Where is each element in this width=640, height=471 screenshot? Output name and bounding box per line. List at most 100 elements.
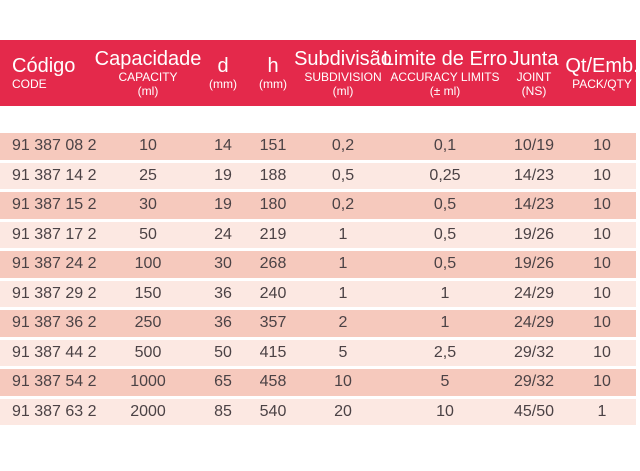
- table-cell: 0,2: [331, 137, 355, 154]
- table-cell: 91 387 29 2: [12, 284, 97, 302]
- table-cell: 10: [593, 166, 611, 184]
- column-header-subdivision: Subdivisão SUBDIVISION (ml): [294, 40, 392, 106]
- table-cell: 1: [338, 225, 348, 243]
- table-cell: 500: [134, 343, 162, 361]
- table-cell: 540: [259, 402, 287, 420]
- table-cell: 91 387 17 2: [12, 225, 97, 243]
- spec-table: Código CODE Capacidade CAPACITY (ml) d (…: [0, 40, 639, 428]
- table-cell: 24/29: [513, 314, 555, 331]
- table-cell: 10: [593, 137, 611, 154]
- table-cell: 0,5: [331, 166, 355, 184]
- table-cell: 29/32: [513, 343, 555, 361]
- table-row: 91 387 14 2 25 19 188 0,5 0,25 14/23 10: [0, 162, 636, 189]
- table-cell: 19: [214, 196, 232, 213]
- column-header-joint: Junta JOINT (NS): [500, 40, 568, 106]
- table-cell: 268: [259, 255, 287, 272]
- table-cell: 50: [139, 225, 157, 243]
- table-cell: 2,5: [433, 343, 457, 361]
- table-cell: 180: [259, 196, 287, 213]
- column-unit: (mm): [209, 76, 237, 91]
- table-cell: 24/29: [513, 284, 555, 302]
- table-row: 91 387 36 2 250 36 357 2 1 24/29 10: [0, 310, 636, 337]
- table-cell: 357: [259, 314, 287, 331]
- column-unit: (ml): [137, 84, 159, 98]
- table-row: 91 387 54 2 1000 65 458 10 5 29/32 10: [0, 369, 636, 396]
- table-cell: 10: [334, 373, 352, 390]
- table-cell: 2: [338, 314, 348, 331]
- table-cell: 150: [134, 284, 162, 302]
- column-header-height: h (mm): [250, 40, 296, 106]
- table-cell: 151: [259, 137, 287, 154]
- table-cell: 458: [259, 373, 287, 390]
- table-cell: 91 387 08 2: [12, 137, 97, 154]
- column-subtitle: CAPACITY: [118, 69, 178, 84]
- table-cell: 250: [134, 314, 162, 331]
- table-cell: 19/26: [513, 255, 555, 272]
- table-cell: 14/23: [513, 166, 555, 184]
- table-cell: 91 387 36 2: [12, 314, 97, 331]
- table-cell: 1: [338, 255, 348, 272]
- column-header-pack-qty: Qt/Emb. PACK/QTY: [565, 40, 639, 106]
- column-title: Qt/Emb.: [565, 54, 639, 77]
- table-cell: 50: [214, 343, 232, 361]
- column-title: Limite de Erro: [382, 47, 508, 70]
- table-cell: 10: [593, 225, 611, 243]
- table-cell: 65: [214, 373, 232, 390]
- table-cell: 91 387 54 2: [12, 373, 97, 390]
- column-subtitle: PACK/QTY: [572, 76, 632, 91]
- column-title: d: [217, 54, 229, 77]
- table-cell: 1: [440, 314, 450, 331]
- table-cell: 0,5: [433, 196, 457, 213]
- column-subtitle: JOINT: [516, 69, 552, 84]
- table-cell: 240: [259, 284, 287, 302]
- table-row: 91 387 63 2 2000 85 540 20 10 45/50 1: [0, 398, 636, 425]
- table-cell: 14: [214, 137, 232, 154]
- table-cell: 10: [436, 402, 454, 420]
- table-cell: 45/50: [513, 402, 555, 420]
- table-cell: 19/26: [513, 225, 555, 243]
- column-unit: (ml): [332, 84, 354, 98]
- column-header-capacity: Capacidade CAPACITY (ml): [95, 40, 202, 106]
- table-cell: 2000: [130, 402, 166, 420]
- table-cell: 1000: [130, 373, 166, 390]
- table-cell: 100: [134, 255, 162, 272]
- table-cell: 5: [338, 343, 348, 361]
- table-cell: 1: [440, 284, 450, 302]
- table-row: 91 387 29 2 150 36 240 1 1 24/29 10: [0, 280, 636, 307]
- column-unit: (± ml): [429, 84, 461, 98]
- table-cell: 91 387 14 2: [12, 166, 97, 184]
- table-row: 91 387 44 2 500 50 415 5 2,5 29/32 10: [0, 339, 636, 366]
- table-cell: 29/32: [513, 373, 555, 390]
- table-cell: 0,2: [331, 196, 355, 213]
- table-cell: 25: [139, 166, 157, 184]
- table-cell: 1: [597, 402, 607, 420]
- table-body: 91 387 08 2 10 14 151 0,2 0,1 10/19 10 91 387 14…: [0, 133, 636, 425]
- table-cell: 0,5: [433, 225, 457, 243]
- column-header-accuracy-limits: Limite de Erro ACCURACY LIMITS (± ml): [383, 40, 508, 106]
- table-cell: 91 387 15 2: [12, 196, 97, 213]
- table-cell: 85: [214, 402, 232, 420]
- table-cell: 24: [214, 225, 232, 243]
- table-cell: 14/23: [513, 196, 555, 213]
- table-row: 91 387 17 2 50 24 219 1 0,5 19/26 10: [0, 221, 636, 248]
- table-cell: 10: [593, 373, 611, 390]
- column-subtitle: ACCURACY LIMITS: [390, 69, 500, 84]
- table-cell: 5: [440, 373, 450, 390]
- column-unit: (mm): [259, 76, 287, 91]
- table-row: 91 387 08 2 10 14 151 0,2 0,1 10/19 10: [0, 133, 636, 160]
- table-cell: 10: [593, 255, 611, 272]
- table-cell: 0,25: [429, 166, 461, 184]
- table-cell: 30: [139, 196, 157, 213]
- table-cell: 91 387 24 2: [12, 255, 97, 272]
- table-cell: 10: [593, 284, 611, 302]
- column-unit: (NS): [521, 84, 547, 98]
- column-header-diameter: d (mm): [196, 40, 250, 106]
- table-cell: 10: [593, 314, 611, 331]
- table-cell: 36: [214, 314, 232, 331]
- table-cell: 188: [259, 166, 287, 184]
- column-title: Subdivisão: [294, 47, 392, 70]
- column-subtitle: SUBDIVISION: [304, 69, 382, 84]
- table-cell: 36: [214, 284, 232, 302]
- column-subtitle: CODE: [12, 76, 47, 91]
